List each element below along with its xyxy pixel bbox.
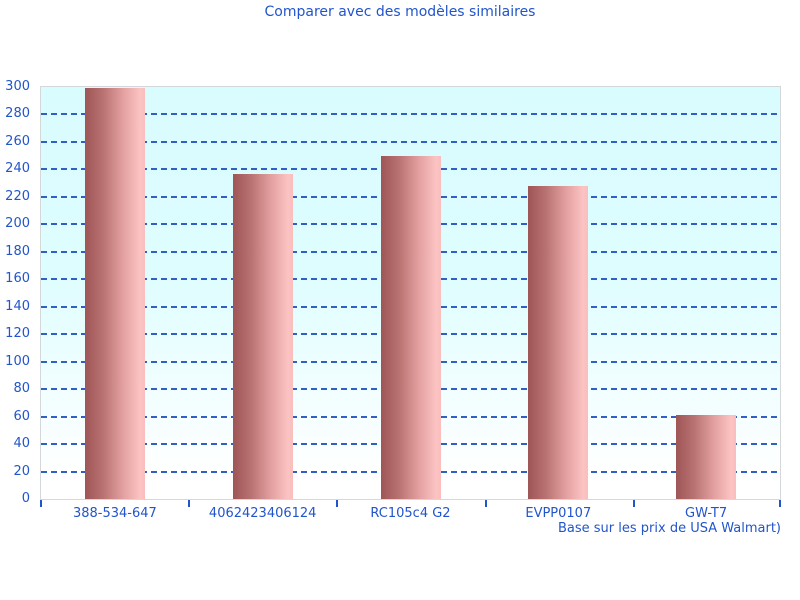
- bar-evpp0107: [528, 185, 589, 499]
- y-axis-label: 160: [5, 271, 30, 287]
- y-axis-label: 220: [5, 188, 30, 204]
- category-label: 388-534-647: [72, 506, 157, 521]
- x-axis-tick: [188, 500, 191, 507]
- x-axis-tick: [484, 500, 487, 507]
- y-axis-label: 40: [13, 436, 30, 452]
- y-axis-label: 100: [5, 353, 30, 369]
- category-label: RC105c4 G2: [370, 506, 451, 521]
- y-axis-label: 180: [5, 243, 30, 259]
- y-axis-label: 300: [5, 79, 30, 94]
- chart-title: Comparer avec des modèles similaires: [264, 4, 536, 20]
- y-axis-label: 140: [5, 298, 30, 314]
- y-axis-label: 80: [13, 381, 30, 397]
- category-label: 4062423406124: [208, 506, 317, 521]
- plot-area: [40, 86, 781, 500]
- x-axis-tick: [336, 500, 339, 507]
- y-axis-label: 200: [5, 216, 30, 232]
- y-axis-label: 20: [13, 463, 30, 479]
- x-axis-tick: [632, 500, 635, 507]
- gridline: [41, 140, 780, 143]
- y-axis-label: 60: [13, 408, 30, 424]
- bar-rc105c4-g2: [380, 155, 441, 499]
- bar-gw-t7: [676, 415, 737, 499]
- y-axis-label: 280: [5, 106, 30, 122]
- category-label: GW-T7: [685, 506, 728, 521]
- bar-layer: [41, 87, 780, 499]
- x-axis-tick: [40, 500, 42, 507]
- x-axis-tick: [779, 500, 781, 507]
- gridline: [41, 113, 780, 116]
- y-axis-label: 260: [5, 133, 30, 149]
- category-label: EVPP0107: [525, 506, 592, 521]
- footnote: Base sur les prix de USA Walmart): [558, 521, 781, 536]
- y-axis-label: 240: [5, 161, 30, 177]
- bar-4062423406124: [232, 173, 293, 499]
- y-axis-label: 120: [5, 326, 30, 342]
- y-axis-label: 0: [21, 491, 30, 506]
- bar-388-534-647: [84, 88, 145, 499]
